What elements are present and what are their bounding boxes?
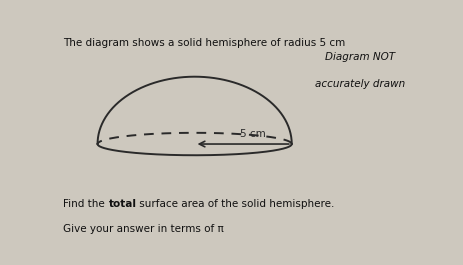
Text: The diagram shows a solid hemisphere of radius 5 cm: The diagram shows a solid hemisphere of …	[63, 38, 345, 48]
Text: total: total	[108, 199, 136, 209]
Text: Find the: Find the	[63, 199, 108, 209]
Text: 5 cm: 5 cm	[239, 129, 265, 139]
Text: accurately drawn: accurately drawn	[314, 79, 404, 89]
Text: Diagram NOT: Diagram NOT	[324, 52, 394, 62]
Text: surface area of the solid hemisphere.: surface area of the solid hemisphere.	[136, 199, 334, 209]
Text: Give your answer in terms of π: Give your answer in terms of π	[63, 224, 224, 234]
